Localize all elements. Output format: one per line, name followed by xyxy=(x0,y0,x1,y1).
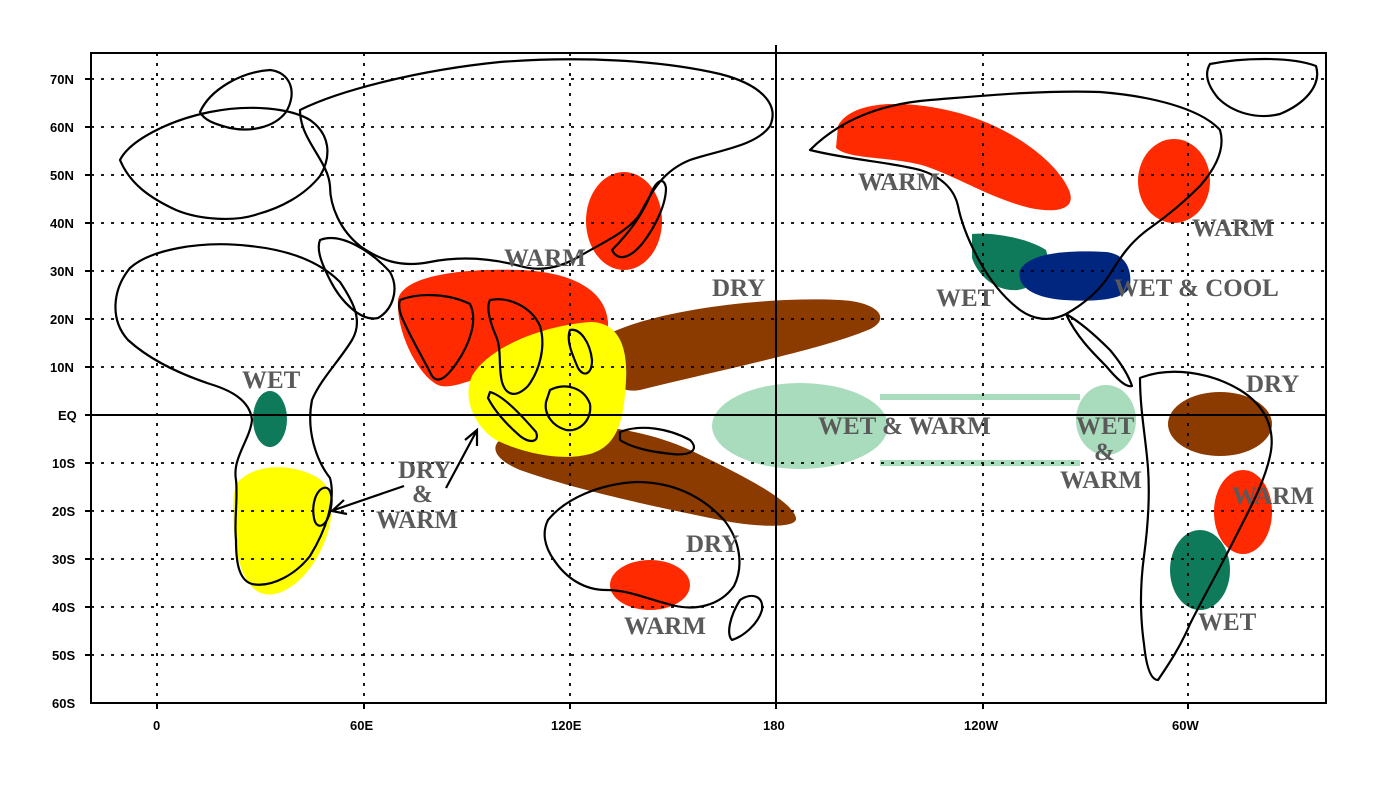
region-dry-warm-africa xyxy=(233,467,332,595)
label-warm-australia: WARM xyxy=(624,613,706,640)
region-dry-pacific xyxy=(596,299,881,391)
lon-tick-60e: 60E xyxy=(350,718,373,733)
lat-tick-10n: 10N xyxy=(50,360,74,375)
label-dry-warm-amp: & xyxy=(412,481,433,508)
region-wet-cool xyxy=(1019,251,1131,301)
region-wet-africa xyxy=(253,391,287,447)
lat-tick-30n: 30N xyxy=(50,264,74,279)
label-wet-cool: WET & COOL xyxy=(1114,275,1279,302)
coastline-europe xyxy=(118,106,329,221)
label-dry-warm-bottom: WARM xyxy=(376,507,458,534)
lon-tick-60w: 60W xyxy=(1172,718,1199,733)
label-wet-east-bottom: WARM xyxy=(1060,467,1142,494)
label-wet-warm-central: WET & WARM xyxy=(818,413,991,440)
coastline-japan xyxy=(610,179,668,259)
coastline-central-america xyxy=(1064,312,1134,388)
lat-tick-20s: 20S xyxy=(52,504,75,519)
label-warm-brazil: WARM xyxy=(1232,483,1314,510)
coastline-australia xyxy=(543,480,741,609)
graticule xyxy=(91,45,1326,703)
lon-tick-120e: 120E xyxy=(551,718,582,733)
label-wet-east-amp: & xyxy=(1094,439,1115,466)
map-area xyxy=(91,53,1326,703)
region-wet-warm-band-top xyxy=(880,394,1080,400)
region-wet-warm-band-bottom xyxy=(880,460,1080,466)
coastline-greenland xyxy=(1206,57,1319,118)
label-dry-pacific: DRY xyxy=(712,275,765,302)
lat-tick-30s: 30S xyxy=(52,552,75,567)
region-labels: WARM WARM WARM DRY WET WET & COOL WET DR… xyxy=(242,169,1314,640)
region-warm-ne-america xyxy=(1138,139,1210,223)
label-wet-argentina: WET xyxy=(1198,609,1257,636)
label-wet-africa: WET xyxy=(242,367,301,394)
lat-tick-20n: 20N xyxy=(50,312,74,327)
coastline-new-guinea xyxy=(618,426,696,456)
label-warm-alaska: WARM xyxy=(858,169,940,196)
coastlines xyxy=(114,57,1319,682)
lat-tick-50n: 50N xyxy=(50,168,74,183)
coastline-scandinavia xyxy=(198,68,293,131)
lon-tick-180: 180 xyxy=(763,718,785,733)
lat-tick-60s: 60S xyxy=(52,696,75,711)
lon-axis: 0 60E 120E 180 120W 60W xyxy=(153,703,1199,733)
lat-tick-50s: 50S xyxy=(52,648,75,663)
region-warm-australia xyxy=(610,560,690,610)
lat-tick-eq: EQ xyxy=(58,408,77,423)
region-wet-warm-east xyxy=(1076,385,1136,455)
arrow-to-indonesia xyxy=(445,431,477,489)
label-dry-australia: DRY xyxy=(686,531,739,558)
lat-tick-40n: 40N xyxy=(50,216,74,231)
lon-tick-120w: 120W xyxy=(964,718,999,733)
label-warm-ne-america: WARM xyxy=(1192,215,1274,242)
coastline-india xyxy=(398,293,475,381)
coastline-sumatra xyxy=(486,390,538,442)
coastline-africa xyxy=(114,243,358,586)
label-dry-south-america: DRY xyxy=(1246,371,1299,398)
dry-warm-arrows xyxy=(329,427,479,516)
lat-tick-40s: 40S xyxy=(52,600,75,615)
map-frame xyxy=(90,52,1327,704)
region-wet-warm-central xyxy=(712,383,888,469)
region-wet-argentina xyxy=(1170,530,1230,610)
coastline-philippines xyxy=(567,328,594,375)
label-wet-california: WET xyxy=(936,285,995,312)
lat-tick-60n: 60N xyxy=(50,120,74,135)
region-warm-japan xyxy=(586,172,662,270)
lat-tick-10s: 10S xyxy=(52,456,75,471)
arrow-to-africa xyxy=(333,484,405,512)
lat-axis: 70N 60N 50N 40N 30N 20N 10N EQ 10S 20S 3… xyxy=(50,72,91,711)
coastline-south-america xyxy=(1138,370,1273,682)
region-dry-south-america xyxy=(1168,392,1272,456)
label-dry-warm-top: DRY xyxy=(398,457,451,484)
coastline-north-america xyxy=(808,90,1223,320)
coastline-se-asia xyxy=(487,298,544,395)
coastline-madagascar xyxy=(312,486,333,527)
label-wet-east-top: WET xyxy=(1076,413,1135,440)
lon-tick-0: 0 xyxy=(153,718,160,733)
lat-tick-70n: 70N xyxy=(50,72,74,87)
coastline-new-zealand xyxy=(728,594,764,642)
label-warm-japan: WARM xyxy=(504,245,586,272)
region-warm-alaska xyxy=(836,103,1071,211)
